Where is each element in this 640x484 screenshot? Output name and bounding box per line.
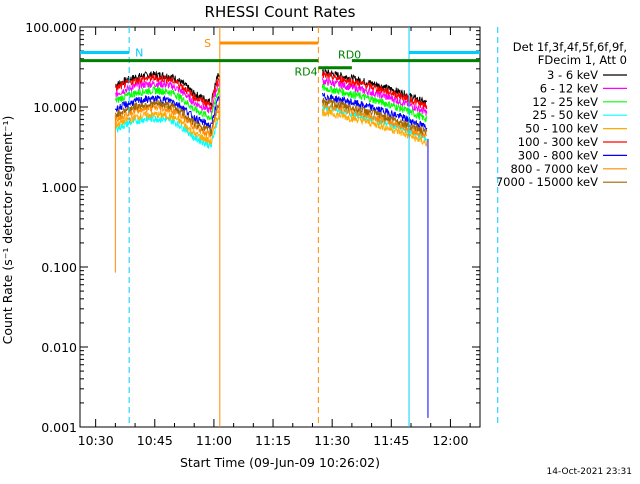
legend-label: 800 - 7000 keV xyxy=(510,162,598,176)
legend-label: 50 - 100 keV xyxy=(525,122,598,136)
y-tick-label: 0.100 xyxy=(41,260,77,275)
y-tick-label: 10.000 xyxy=(33,100,77,115)
legend-label: 3 - 6 keV xyxy=(547,68,598,82)
x-tick-label: 10:45 xyxy=(137,433,173,448)
x-tick-label: 11:30 xyxy=(314,433,350,448)
legend-label: 12 - 25 keV xyxy=(532,95,598,109)
y-tick-label: 100.000 xyxy=(25,20,77,35)
annotation-label: N xyxy=(135,47,143,60)
legend-label: 7000 - 15000 keV xyxy=(496,175,598,189)
legend-header-line-1: Det 1f,3f,4f,5f,6f,9f, xyxy=(513,40,627,54)
x-tick-label: 10:30 xyxy=(78,433,114,448)
x-tick-label: 11:15 xyxy=(255,433,291,448)
y-axis-label: Count Rate (s⁻¹ detector segment⁻¹) xyxy=(0,116,15,345)
y-tick-label: 0.010 xyxy=(41,340,77,355)
x-axis-label: Start Time (09-Jun-09 10:26:02) xyxy=(180,455,380,470)
legend-header-line-2: FDecim 1, Att 0 xyxy=(538,53,627,67)
y-tick-label: 1.000 xyxy=(41,180,77,195)
y-tick-label: 0.001 xyxy=(41,420,77,435)
legend-label: 6 - 12 keV xyxy=(540,81,598,95)
legend-label: 100 - 300 keV xyxy=(518,135,598,149)
annotation-label: RD4 xyxy=(294,66,317,79)
x-tick-label: 11:00 xyxy=(196,433,232,448)
chart-title: RHESSI Count Rates xyxy=(205,3,356,21)
plot-area: 0.001 0.010 0.100 1.000 10.000 100.000 10:30 10… xyxy=(25,20,627,448)
annotation-label: S xyxy=(204,37,211,50)
legend-label: 300 - 800 keV xyxy=(518,148,598,162)
timestamp: 14-Oct-2021 23:31 xyxy=(547,467,632,477)
legend-label: 25 - 50 keV xyxy=(532,108,598,122)
x-tick-label: 11:45 xyxy=(373,433,409,448)
x-tick-label: 12:00 xyxy=(432,433,468,448)
annotation-label: RD0 xyxy=(338,49,361,62)
